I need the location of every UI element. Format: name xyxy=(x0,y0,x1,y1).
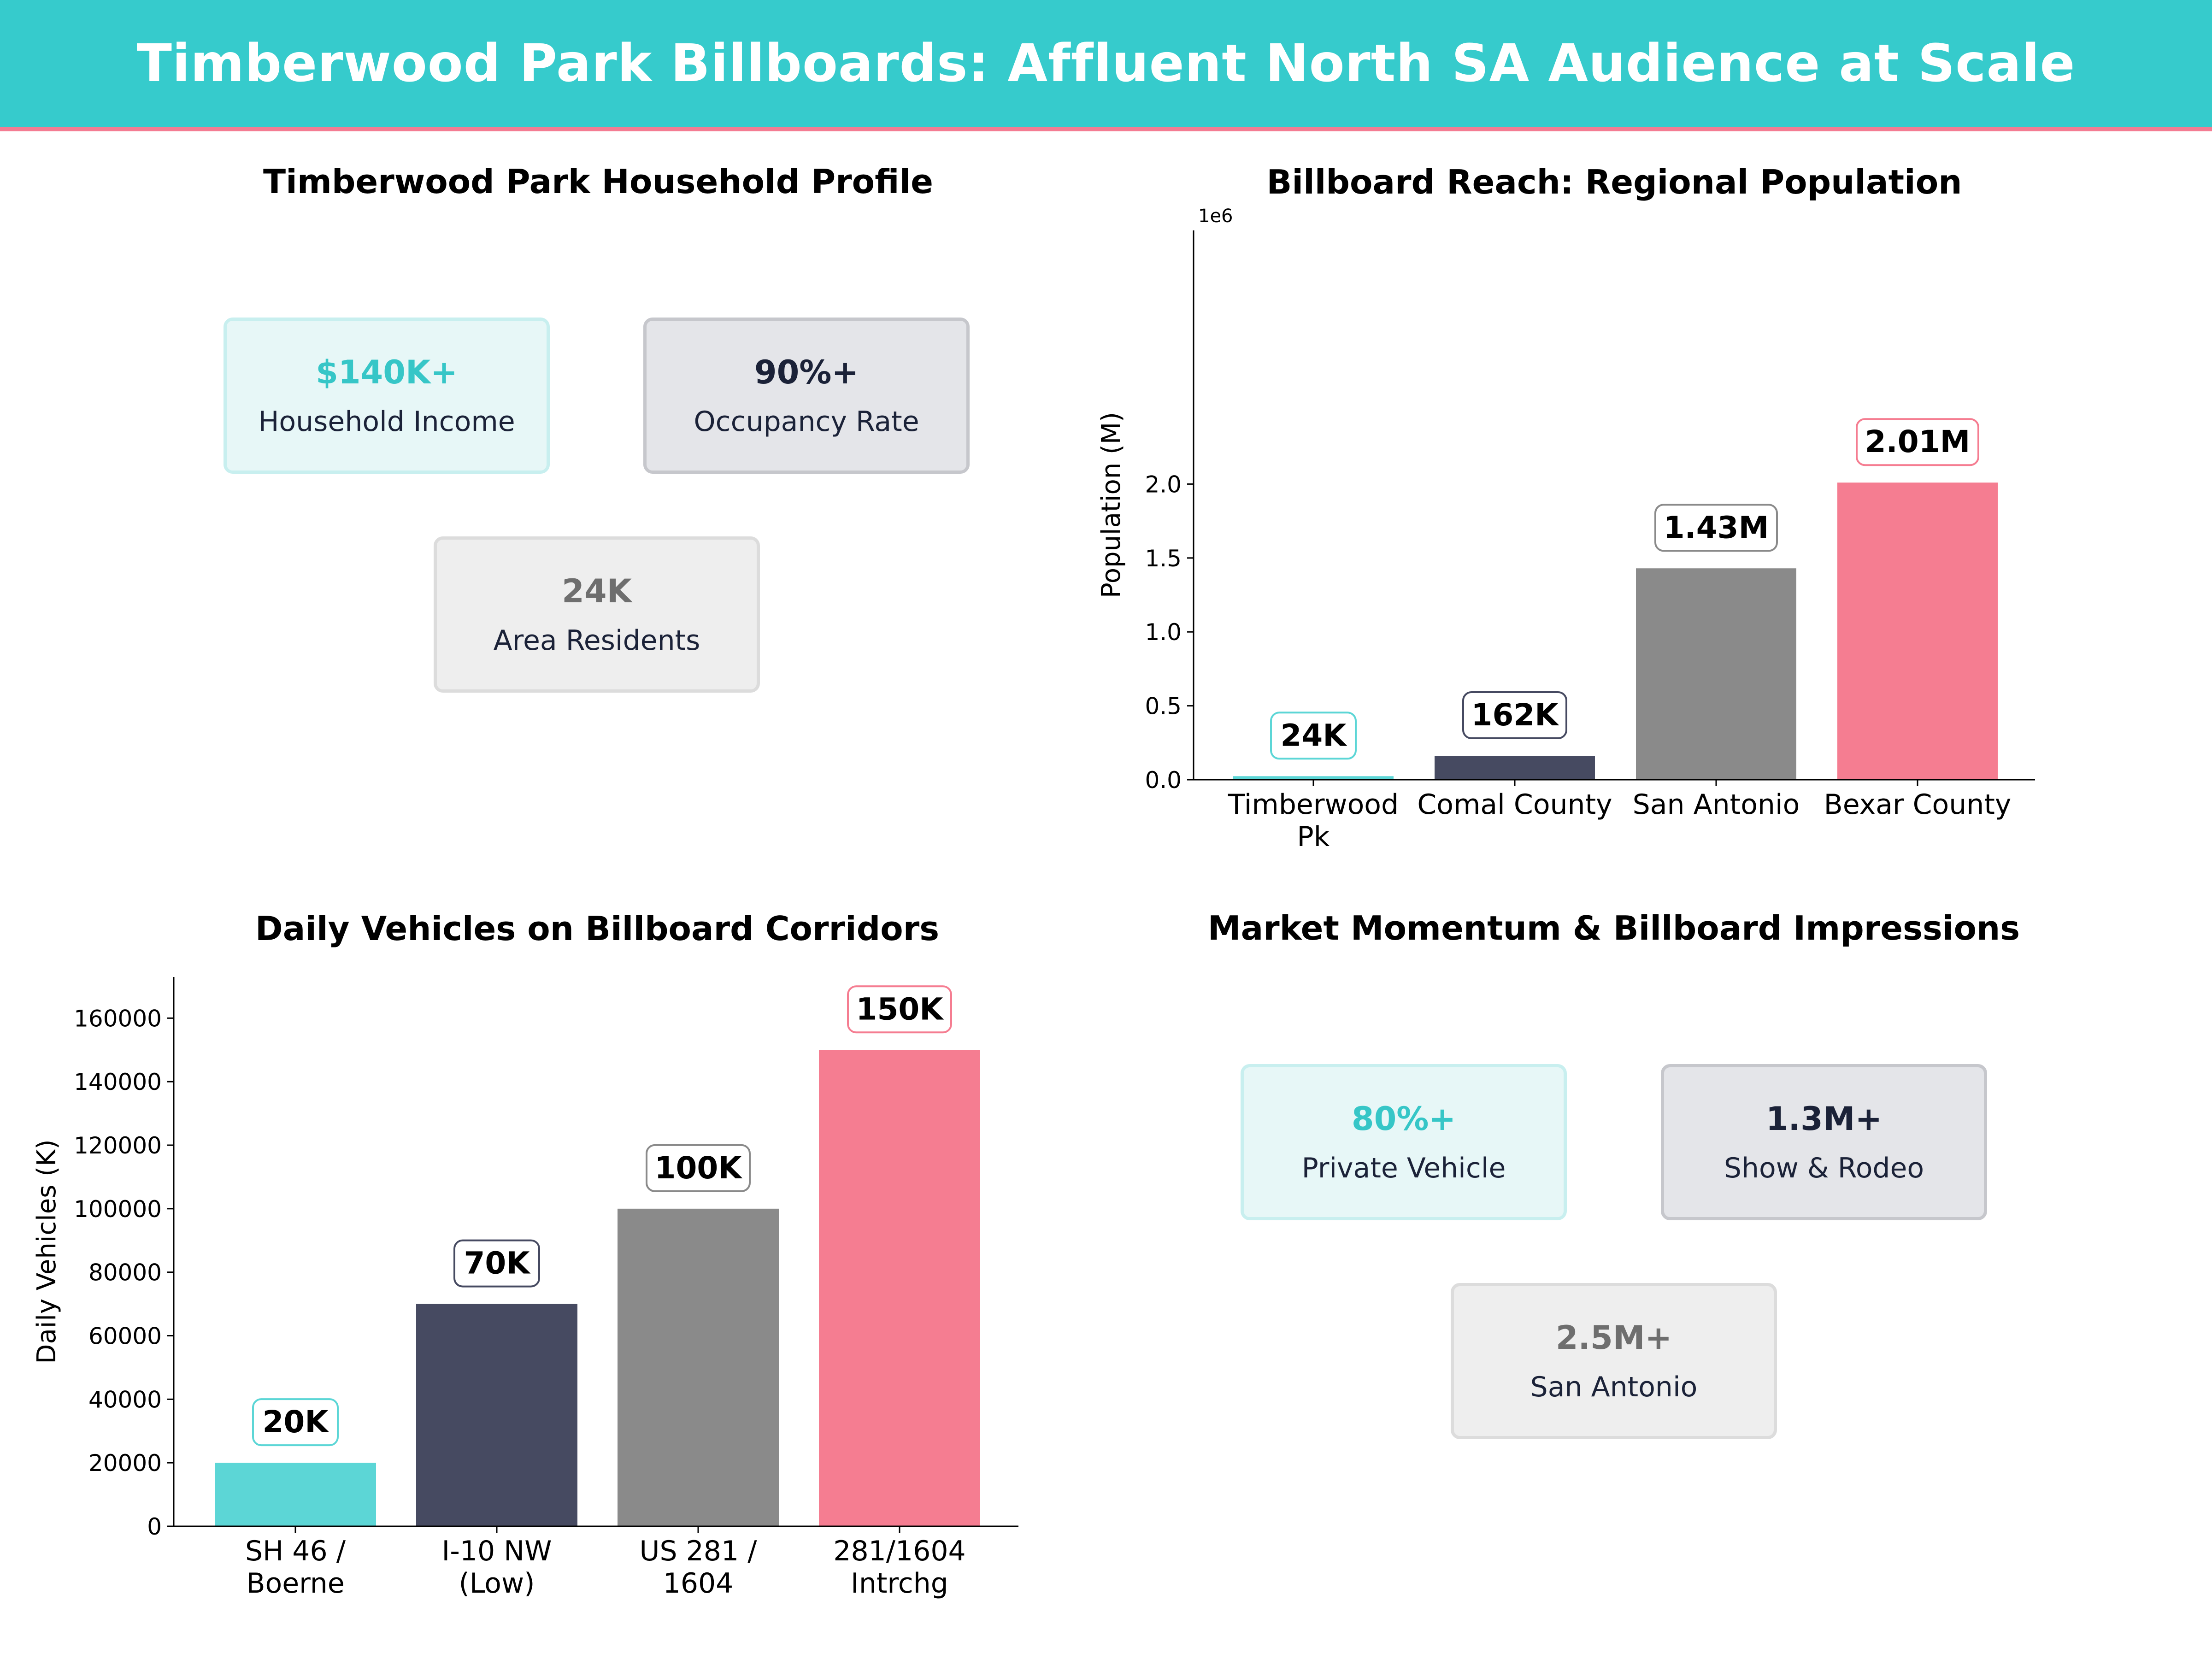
kpi-card-private-vehicle: 80%+ Private Vehicle xyxy=(1241,1064,1567,1220)
x-tick-label: 281/1604 xyxy=(833,1535,965,1567)
bar xyxy=(1837,482,1998,780)
y-tick-label: 1.5 xyxy=(1145,545,1182,572)
x-tick-label: 1604 xyxy=(663,1567,734,1600)
household-profile-title: Timberwood Park Household Profile xyxy=(263,162,933,201)
data-label: 150K xyxy=(856,991,945,1027)
x-tick-label: Boerne xyxy=(246,1567,344,1600)
kpi-label: Area Residents xyxy=(493,624,700,657)
y-tick-label: 160000 xyxy=(74,1005,162,1032)
data-label-box xyxy=(1856,418,1979,466)
kpi-value: 90%+ xyxy=(754,353,859,391)
chart-title: Billboard Reach: Regional Population xyxy=(1267,163,1962,201)
y-tick-label: 40000 xyxy=(88,1386,162,1413)
x-tick-label: (Low) xyxy=(459,1567,535,1600)
y-axis-label: Daily Vehicles (K) xyxy=(32,1139,62,1364)
kpi-label: Private Vehicle xyxy=(1301,1152,1506,1184)
x-tick-label: SH 46 / xyxy=(245,1535,346,1567)
y-tick-label: 80000 xyxy=(88,1259,162,1286)
data-label-box xyxy=(1654,504,1778,552)
bar xyxy=(1435,756,1595,780)
data-label: 70K xyxy=(464,1246,531,1281)
y-tick-label: 0 xyxy=(147,1513,162,1540)
kpi-card-san-antonio: 2.5M+ San Antonio xyxy=(1451,1283,1777,1439)
x-tick-label: US 281 / xyxy=(640,1535,758,1567)
kpi-value: 24K xyxy=(562,572,632,610)
x-tick-label: Comal County xyxy=(1417,788,1612,821)
data-label-box xyxy=(646,1144,751,1192)
kpi-value: $140K+ xyxy=(316,353,458,391)
data-label: 20K xyxy=(263,1404,330,1440)
chart-title: Daily Vehicles on Billboard Corridors xyxy=(255,909,939,948)
kpi-card-occupancy-rate: 90%+ Occupancy Rate xyxy=(643,318,970,474)
data-label-box xyxy=(847,985,952,1034)
y-tick-label: 100000 xyxy=(74,1196,162,1223)
data-label: 1.43M xyxy=(1664,510,1769,545)
x-tick-label: I-10 NW xyxy=(442,1535,552,1567)
kpi-label: Show & Rodeo xyxy=(1724,1152,1924,1184)
kpi-value: 80%+ xyxy=(1351,1100,1456,1138)
kpi-label: San Antonio xyxy=(1530,1371,1698,1403)
y-tick-label: 120000 xyxy=(74,1132,162,1159)
bar xyxy=(819,1050,980,1526)
data-label: 100K xyxy=(655,1150,743,1186)
data-label-box xyxy=(1270,712,1357,760)
kpi-card-area-residents: 24K Area Residents xyxy=(434,536,760,693)
y-tick-label: 60000 xyxy=(88,1323,162,1350)
y-tick-label: 2.0 xyxy=(1145,471,1182,498)
header-banner: Timberwood Park Billboards: Affluent Nor… xyxy=(0,0,2212,131)
kpi-label: Household Income xyxy=(258,405,515,438)
y-tick-label: 140000 xyxy=(74,1069,162,1095)
data-label: 24K xyxy=(1281,718,1348,753)
kpi-value: 1.3M+ xyxy=(1765,1100,1883,1138)
bar xyxy=(215,1463,376,1526)
bar xyxy=(1233,776,1394,780)
page-title: Timberwood Park Billboards: Affluent Nor… xyxy=(136,34,2076,94)
y-tick-label: 0.0 xyxy=(1145,767,1182,794)
data-label: 2.01M xyxy=(1865,424,1971,459)
bar xyxy=(618,1208,779,1526)
x-tick-label: Bexar County xyxy=(1824,788,2012,821)
x-tick-label: Pk xyxy=(1297,821,1330,853)
y-offset-label: 1e6 xyxy=(1198,206,1233,227)
x-tick-label: San Antonio xyxy=(1633,788,1800,821)
market-momentum-title: Market Momentum & Billboard Impressions xyxy=(1207,909,2020,947)
y-tick-label: 0.5 xyxy=(1145,693,1182,720)
y-tick-label: 20000 xyxy=(88,1450,162,1477)
kpi-card-show-rodeo: 1.3M+ Show & Rodeo xyxy=(1661,1064,1987,1220)
data-label-box xyxy=(1462,691,1567,740)
y-tick-label: 1.0 xyxy=(1145,619,1182,646)
data-label-box xyxy=(252,1398,339,1447)
bar xyxy=(1636,568,1796,780)
x-tick-label: Intrchg xyxy=(851,1567,948,1600)
kpi-card-household-income: $140K+ Household Income xyxy=(224,318,550,474)
data-label-box xyxy=(453,1239,540,1288)
x-tick-label: Timberwood xyxy=(1228,788,1399,821)
kpi-label: Occupancy Rate xyxy=(694,405,919,438)
bar xyxy=(416,1304,577,1526)
data-label: 162K xyxy=(1471,697,1560,733)
y-axis-label: Population (M) xyxy=(1096,412,1126,598)
kpi-value: 2.5M+ xyxy=(1555,1318,1672,1357)
